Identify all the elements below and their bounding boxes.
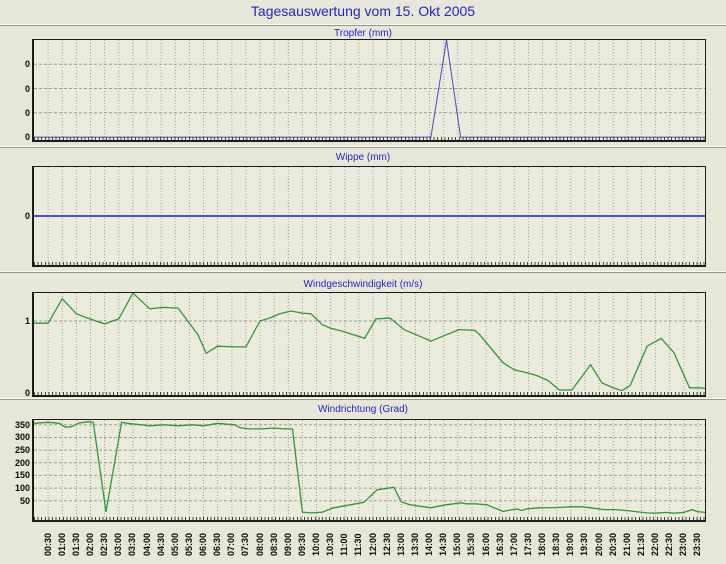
x-tick-label: 18:30 (551, 532, 562, 556)
header-divider (0, 24, 726, 26)
windrichtung-chart-canvas (34, 420, 705, 520)
y-tick-label: 150 (14, 470, 30, 481)
x-tick-label: 21:30 (635, 532, 646, 556)
x-tick-label: 14:30 (438, 532, 449, 556)
x-tick-label: 10:30 (325, 532, 336, 556)
panel-divider-3 (0, 398, 726, 400)
wippe-plot-area: 0 (25, 166, 706, 267)
x-tick-label: 21:00 (621, 532, 632, 556)
x-tick-label: 05:00 (169, 532, 180, 556)
windrichtung-series-line (34, 421, 705, 514)
x-tick-label: 19:30 (579, 532, 590, 556)
panel-divider-2 (0, 271, 726, 273)
chart-title-wippe: Wippe (mm) (335, 152, 391, 163)
windgeschwindigkeit-series-line (34, 293, 705, 392)
panel-divider-1 (0, 146, 726, 148)
y-tick-label: 0 (24, 132, 30, 143)
x-tick-label: 00:30 (42, 532, 53, 556)
x-tick-label: 17:30 (522, 532, 533, 556)
x-tick-label: 13:00 (395, 532, 406, 556)
chart-title-tropfer: Tropfer (mm) (334, 28, 392, 39)
y-tick-label: 0 (24, 107, 30, 118)
x-tick-label: 06:00 (198, 532, 209, 556)
y-tick-label: 200 (14, 457, 30, 468)
x-tick-label: 16:00 (480, 532, 491, 556)
x-tick-label: 01:30 (70, 532, 81, 556)
x-tick-label: 09:00 (282, 532, 293, 556)
y-tick-label: 300 (14, 432, 30, 443)
tropfer-plot-area: 0 0 0 0 (25, 39, 706, 142)
x-tick-label: 23:30 (692, 532, 703, 556)
x-tick-label: 15:00 (452, 532, 463, 556)
x-tick-label: 14:00 (424, 532, 435, 556)
x-tick-label: 02:00 (85, 532, 95, 556)
x-tick-label: 08:30 (268, 532, 279, 556)
x-tick-label: 18:00 (537, 532, 548, 556)
y-tick-label: 0 (24, 59, 30, 70)
x-tick-label: 17:00 (508, 532, 519, 556)
x-tick-label: 07:00 (226, 532, 237, 556)
tropfer-chart-canvas (34, 40, 705, 140)
x-tick-label: 15:30 (466, 532, 477, 556)
x-tick-label: 01:00 (56, 532, 67, 556)
x-tick-label: 04:00 (141, 532, 152, 556)
windrichtung-plot-area: 350 300 250 200 150 100 50 (15, 419, 706, 522)
x-tick-label: 12:00 (367, 532, 378, 556)
chart-title-windgeschwindigkeit: Windgeschwindigkeit (m/s) (303, 279, 423, 290)
page-title: Tagesauswertung vom 15. Okt 2005 (250, 3, 476, 19)
y-tick-label: 1 (24, 316, 30, 326)
y-tick-label: 100 (14, 483, 30, 494)
x-tick-label: 13:30 (409, 532, 420, 556)
x-tick-label: 09:30 (296, 532, 307, 556)
y-tick-label: 350 (14, 419, 30, 430)
x-tick-label: 07:30 (240, 532, 251, 556)
chart-title-windrichtung: Windrichtung (Grad) (317, 404, 409, 415)
x-tick-label: 05:30 (183, 532, 194, 556)
y-tick-label: 0 (24, 387, 30, 398)
x-tick-label: 10:00 (311, 532, 322, 556)
x-tick-label: 02:30 (99, 532, 110, 556)
x-tick-label: 20:30 (607, 532, 618, 556)
x-tick-label: 19:00 (565, 532, 576, 556)
y-tick-label: 0 (24, 83, 30, 94)
y-tick-label: 0 (24, 211, 30, 221)
x-tick-label: 08:00 (254, 532, 265, 556)
x-tick-label: 20:00 (593, 532, 604, 556)
x-tick-label: 22:00 (650, 532, 661, 556)
x-tick-label: 16:30 (494, 532, 505, 556)
x-tick-label: 23:00 (678, 532, 689, 556)
wippe-chart-canvas (34, 167, 705, 265)
windgeschwindigkeit-chart-canvas (34, 293, 705, 395)
x-tick-label: 12:30 (381, 532, 392, 556)
time-axis-labels: 00:30 01:00 01:30 02:00 02:30 03:00 03:30 04:00… (0, 520, 726, 564)
x-tick-label: 04:30 (155, 532, 166, 556)
y-tick-label: 250 (14, 445, 30, 456)
x-tick-label: 11:30 (353, 533, 364, 556)
x-tick-label: 11:00 (339, 533, 350, 556)
x-tick-label: 03:30 (127, 532, 138, 556)
x-tick-label: 22:30 (664, 532, 675, 556)
x-tick-label: 03:00 (113, 532, 124, 556)
x-tick-label: 06:30 (212, 532, 223, 556)
y-tick-label: 50 (19, 495, 30, 506)
